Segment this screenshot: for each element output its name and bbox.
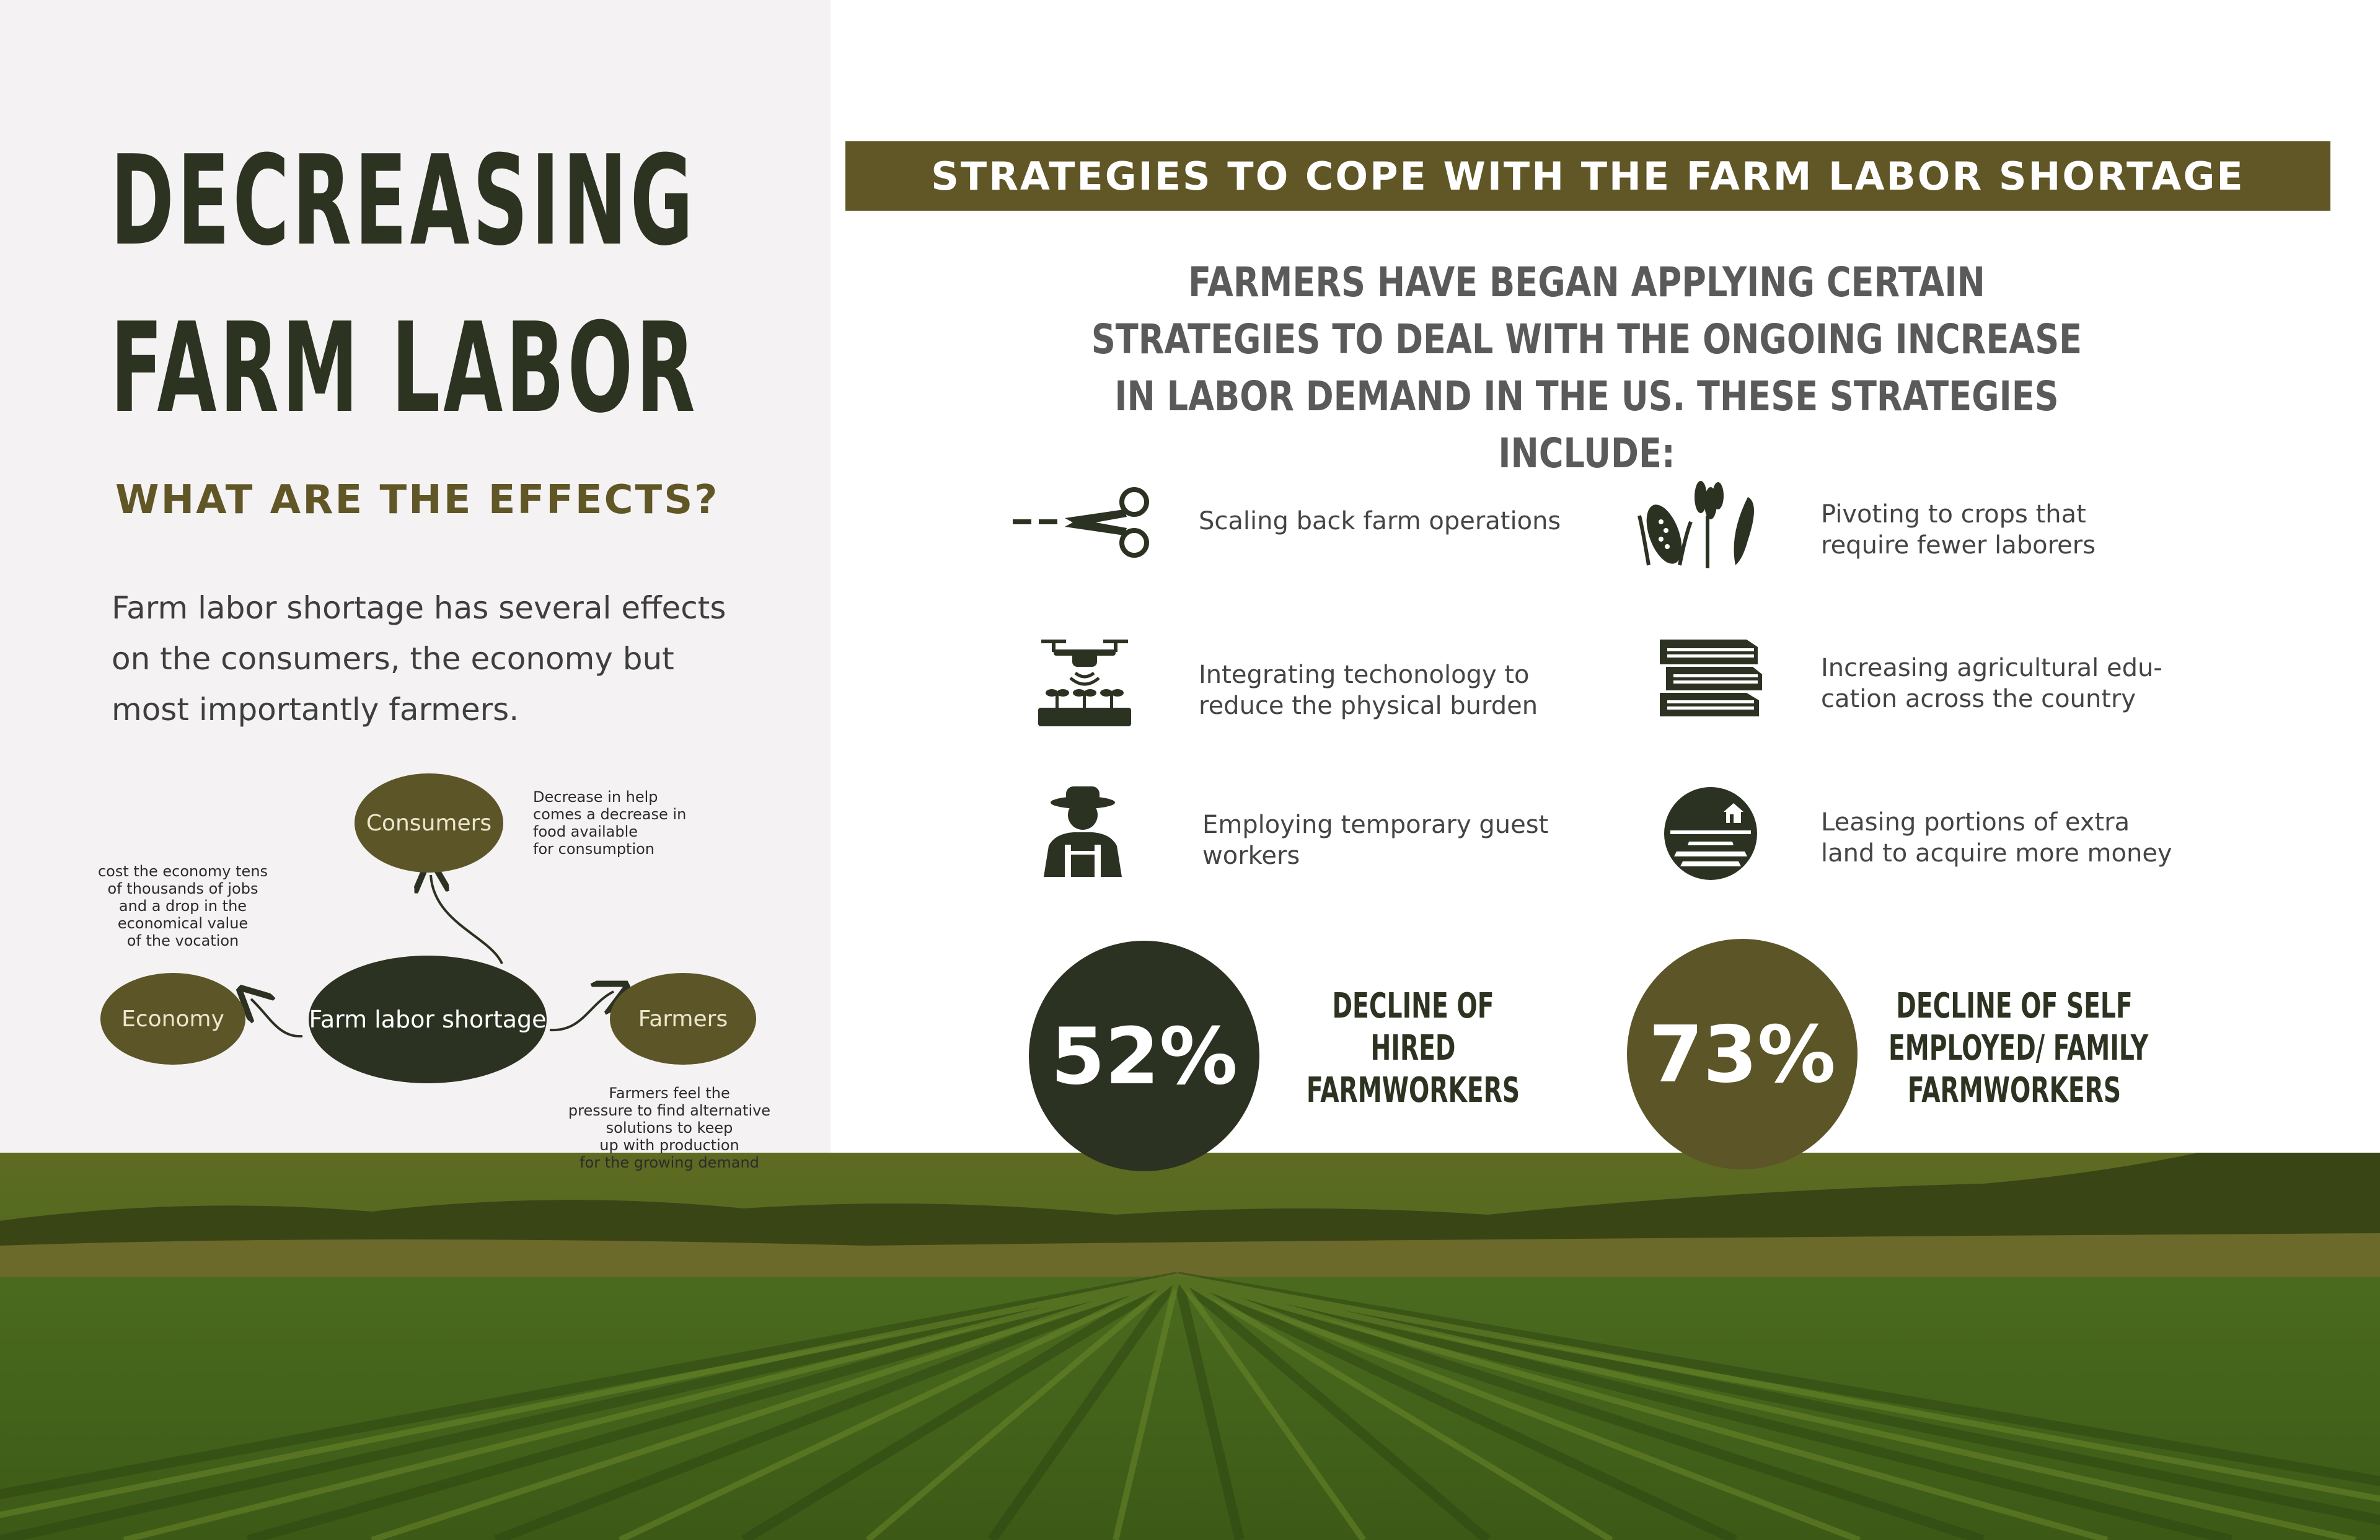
title-line-1: DECREASING xyxy=(110,129,697,273)
consumers-note: Decrease in help comes a decrease in foo… xyxy=(533,788,686,858)
note-line: pressure to find alternative xyxy=(568,1102,771,1119)
note-line: of the vocation xyxy=(126,932,239,949)
strategy-line-2: reduce the physical burden xyxy=(1199,692,1538,720)
consumers-node: Consumers xyxy=(355,773,503,873)
strategies-lead: FARMERS HAVE BEGAN APPLYING CERTAIN STRA… xyxy=(1091,258,2082,477)
stat-circle-self-employed: 73% xyxy=(1627,939,1858,1169)
note-line: Farmers feel the xyxy=(609,1085,730,1102)
strategy-line-1: Increasing agricultural edu- xyxy=(1821,654,2162,682)
stat-label-line: DECLINE OF SELF xyxy=(1896,986,2133,1026)
note-line: for consumption xyxy=(533,840,655,858)
strategy-scaling-back: Scaling back farm operations xyxy=(1199,506,1561,537)
banner-title: STRATEGIES TO COPE WITH THE FARM LABOR S… xyxy=(931,153,2245,199)
strategy-pivoting-crops: Pivoting to crops that require fewer lab… xyxy=(1821,499,2096,561)
economy-label: Economy xyxy=(121,1006,224,1032)
strategy-line-1: Employing temporary guest xyxy=(1202,811,1549,839)
stat-label-line: FARMWORKERS xyxy=(1907,1070,2122,1111)
farmers-note: Farmers feel the pressure to find altern… xyxy=(558,1085,781,1171)
farmer-icon xyxy=(1044,786,1122,877)
strategy-line-2: workers xyxy=(1202,842,1300,870)
farm-field-photo xyxy=(0,1153,2380,1540)
scissors-icon xyxy=(1013,487,1149,558)
strategy-integrating-technology: Integrating techonology to reduce the ph… xyxy=(1199,659,1538,721)
economy-node: Economy xyxy=(100,973,245,1065)
economy-note: cost the economy tens of thousands of jo… xyxy=(84,863,282,949)
note-line: solutions to keep xyxy=(606,1119,733,1137)
page-title: DECREASING FARM LABOR xyxy=(110,118,698,452)
stat-label-line: EMPLOYED/ FAMILY xyxy=(1889,1028,2149,1068)
consumers-label: Consumers xyxy=(366,810,492,836)
arrow-to-farmers xyxy=(549,992,614,1032)
strategy-guest-workers: Employing temporary guest workers xyxy=(1202,809,1548,871)
strategy-leasing-land: Leasing portions of extra land to acquir… xyxy=(1821,807,2172,869)
center-label: Farm labor shortage xyxy=(309,1006,547,1033)
farmers-label: Farmers xyxy=(638,1006,728,1032)
strategy-agricultural-education: Increasing agricultural edu- cation acro… xyxy=(1821,653,2162,715)
drone-icon xyxy=(1038,640,1131,726)
strategy-line-1: Integrating techonology to xyxy=(1199,661,1530,689)
note-line: Decrease in help xyxy=(533,788,658,806)
stat-label-hired: DECLINE OF HIRED FARMWORKERS xyxy=(1300,985,1526,1112)
stat-label-line: DECLINE OF xyxy=(1332,986,1494,1026)
note-line: of thousands of jobs xyxy=(107,880,258,897)
books-icon xyxy=(1660,640,1762,716)
arrow-to-economy xyxy=(251,999,303,1038)
strategy-line-2: cation across the country xyxy=(1821,685,2136,713)
stat-value-self-employed: 73% xyxy=(1649,1008,1836,1100)
note-line: cost the economy tens xyxy=(97,863,268,880)
strategy-line-2: land to acquire more money xyxy=(1821,839,2172,868)
effects-heading: WHAT ARE THE EFFECTS? xyxy=(115,477,720,523)
stat-label-self-employed: DECLINE OF SELF EMPLOYED/ FAMILY FARMWOR… xyxy=(1889,985,2149,1112)
stat-value-hired: 52% xyxy=(1051,1010,1238,1102)
note-line: food available xyxy=(533,823,638,840)
strategy-line-1: Pivoting to crops that xyxy=(1821,500,2086,529)
farmland-icon xyxy=(1664,787,1757,880)
strategy-line-2: require fewer laborers xyxy=(1821,531,2096,560)
diagram-arrows xyxy=(0,0,831,1038)
farmers-node: Farmers xyxy=(610,973,756,1065)
note-line: for the growing demand xyxy=(580,1154,759,1171)
crops-icon xyxy=(1637,481,1754,568)
note-line: and a drop in the xyxy=(118,897,247,915)
note-line: economical value xyxy=(117,915,249,932)
stat-label-line: FARMWORKERS xyxy=(1306,1070,1520,1111)
stat-circle-hired: 52% xyxy=(1029,941,1259,1171)
stat-label-line: HIRED xyxy=(1370,1028,1456,1068)
strategies-banner: STRATEGIES TO COPE WITH THE FARM LABOR S… xyxy=(845,141,2330,211)
title-line-2: FARM LABOR xyxy=(110,296,699,441)
note-line: comes a decrease in xyxy=(533,806,687,823)
farm-labor-shortage-node: Farm labor shortage xyxy=(309,956,547,1083)
strategy-line-1: Scaling back farm operations xyxy=(1199,507,1561,535)
note-line: up with production xyxy=(599,1137,739,1154)
intro-paragraph: Farm labor shortage has several effects … xyxy=(112,590,726,728)
arrow-to-consumers xyxy=(431,875,503,964)
strategy-line-1: Leasing portions of extra xyxy=(1821,808,2130,837)
